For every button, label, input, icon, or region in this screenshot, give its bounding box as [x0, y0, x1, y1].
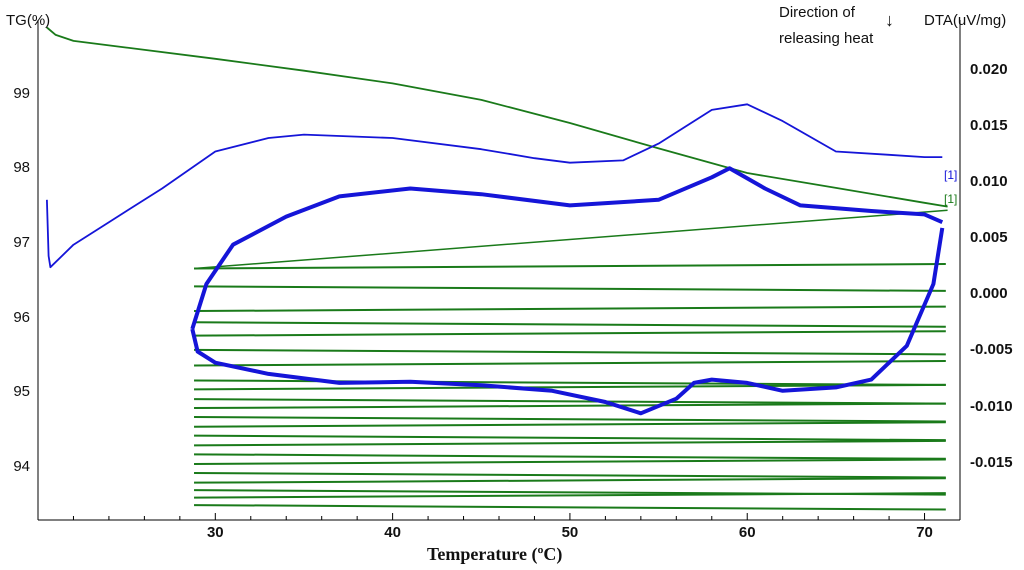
tg-cycle-sweep-line [194, 504, 946, 511]
tg-cycle-sweep-line [194, 360, 946, 367]
right-y-tick-label: 0.000 [970, 285, 1008, 303]
right-y-tick-label: 0.010 [970, 172, 1008, 190]
tg-cycle-sweep-line [194, 348, 946, 356]
series-lines [46, 26, 948, 416]
tg-cycle-sweep-line [194, 263, 946, 270]
tg-cycle-sweep-line [194, 453, 946, 460]
x-axis-title: Temperature (ºC) [427, 544, 563, 564]
tg-cycle-sweep-line [194, 492, 946, 499]
right-axis-title: DTA(uV/mg) [924, 12, 1007, 29]
left-y-tick-label: 94 [13, 457, 30, 475]
series-line-1 [46, 103, 943, 269]
series-line-2 [190, 166, 944, 330]
end-marker-dta: [1] [944, 168, 958, 182]
left-y-tick-label: 98 [13, 159, 30, 177]
tg-cycle-sweep-line [194, 421, 946, 428]
tg-cycle-sweep-line [194, 305, 946, 313]
tg-cycle-sweep-line [194, 471, 946, 479]
right-y-tick-label: -0.010 [970, 397, 1013, 415]
end-marker-tg: [1] [944, 192, 958, 206]
heat-direction-line2: releasing heat [779, 30, 874, 47]
tg-cycle-connector-line [193, 209, 948, 270]
left-y-tick-label: 97 [13, 233, 30, 251]
right-y-tick-label: 0.005 [970, 229, 1008, 247]
tg-cycle-sweep-line [194, 383, 946, 391]
right-y-tick-label: 0.015 [970, 116, 1008, 134]
left-y-tick-label: 99 [13, 84, 30, 102]
series-line-0 [46, 26, 948, 208]
tg-cycle-sweep-line [194, 439, 946, 447]
heat-direction-line1: Direction of [779, 4, 855, 21]
right-y-tick-label: 0.020 [970, 60, 1008, 78]
x-tick-label: 70 [916, 524, 933, 541]
axes-frame [37, 20, 961, 521]
left-axis-title: TG(%) [6, 12, 51, 29]
tg-cycle-sweep-line [194, 477, 946, 484]
left-y-tick-label: 95 [13, 383, 30, 401]
x-tick-label: 50 [561, 524, 579, 541]
left-y-tick-label: 96 [13, 308, 30, 326]
tg-cycle-sweep-line [194, 398, 946, 405]
tg-cycle-sweep-line [194, 416, 946, 423]
x-tick-label: 40 [384, 524, 401, 541]
tg-cycle-sweep-line [194, 285, 946, 292]
tg-cycle-sweep-line [194, 379, 946, 386]
x-tick-label: 60 [738, 524, 756, 541]
x-tick-label: 30 [206, 524, 224, 541]
series-line-3 [190, 227, 945, 416]
right-y-tick-label: -0.015 [970, 453, 1013, 471]
x-minor-ticks [72, 513, 926, 520]
tg-cycle-sweep-line [194, 402, 946, 410]
tg-cycle-sweep-line [194, 330, 946, 337]
tg-cycle-sweeps [193, 209, 948, 511]
heat-direction-arrow-icon: ↓ [885, 10, 894, 30]
tg-cycle-sweep-line [194, 434, 946, 442]
right-y-tick-label: -0.005 [970, 341, 1013, 359]
tg-cycle-sweep-line [194, 321, 946, 328]
tg-cycle-sweep-line [194, 458, 946, 466]
